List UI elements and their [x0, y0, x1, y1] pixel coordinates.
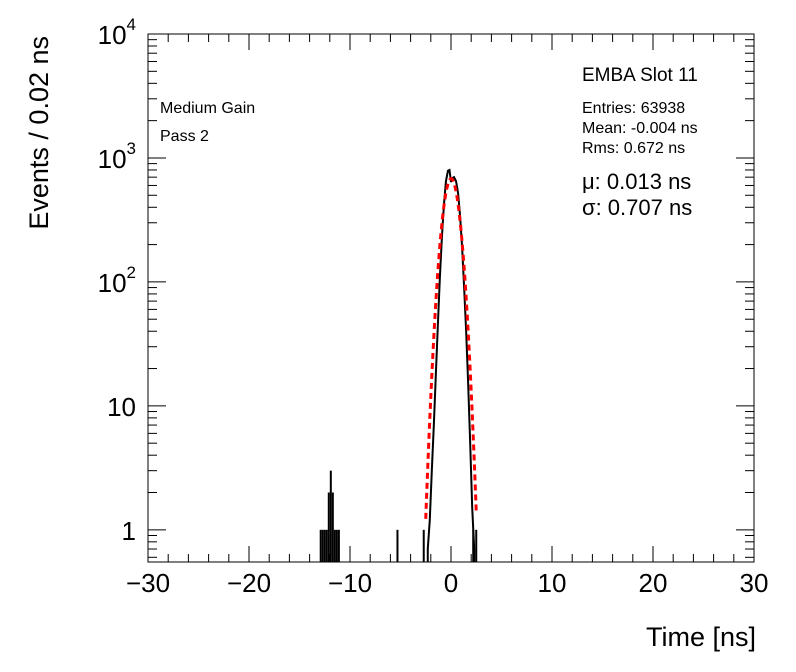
stats-entries: Entries: 63938	[582, 100, 685, 117]
y-tick-label: 102	[98, 263, 136, 298]
x-tick-label: 0	[444, 568, 458, 598]
x-tick-labels: −30 −20 −10 0 10 20 30	[126, 568, 769, 598]
x-tick-label: 10	[538, 568, 567, 598]
tick-marks	[147, 33, 755, 562]
x-tick-label: −20	[227, 568, 271, 598]
histogram-peak	[426, 168, 476, 562]
annotation-medium-gain: Medium Gain	[160, 100, 255, 117]
fit-mu: μ: 0.013 ns	[582, 169, 691, 194]
annotation-pass-2: Pass 2	[160, 128, 209, 145]
stats-title: EMBA Slot 11	[582, 65, 698, 86]
y-tick-label: 10	[107, 392, 136, 422]
x-tick-label: −30	[126, 568, 170, 598]
y-tick-labels: 1 10 102 103 104	[98, 15, 136, 546]
y-tick-label: 103	[98, 139, 136, 174]
y-axis-title: Events / 0.02 ns	[24, 36, 54, 230]
fit-sigma: σ: 0.707 ns	[582, 195, 692, 220]
x-tick-label: 30	[740, 568, 769, 598]
x-tick-label: 20	[639, 568, 668, 598]
x-tick-label: −10	[328, 568, 372, 598]
y-tick-label: 1	[122, 516, 136, 546]
y-tick-label: 104	[98, 15, 136, 50]
x-axis-title: Time [ns]	[646, 622, 756, 652]
stats-rms: Rms: 0.672 ns	[582, 140, 685, 157]
gaussian-fit-curve	[424, 177, 478, 519]
stats-mean: Mean: -0.004 ns	[582, 120, 698, 137]
histogram	[319, 168, 478, 562]
